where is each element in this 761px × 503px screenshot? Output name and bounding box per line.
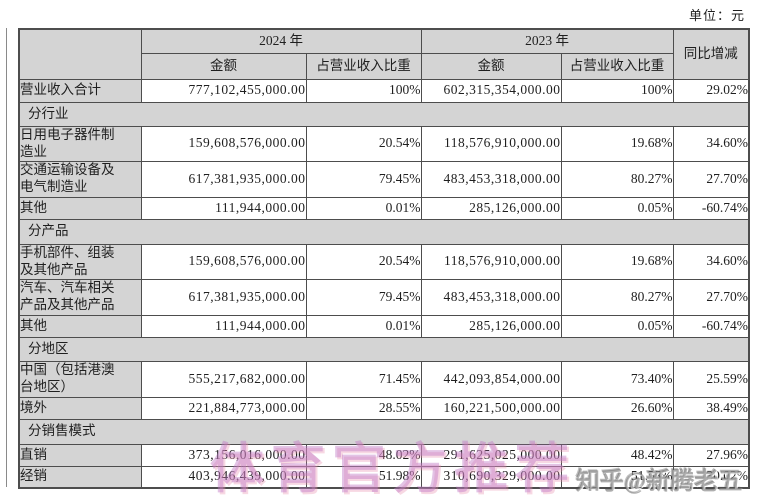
ratio-2024: 28.55%	[305, 396, 422, 420]
amount-2024: 403,946,439,000.00	[140, 465, 307, 489]
yoy-value: 38.49%	[672, 396, 750, 420]
table-row: 汽车、汽车相关 产品及其他产品 617,381,935,000.00 79.45…	[18, 278, 750, 316]
table-row: 其他 111,944,000.00 0.01% 285,126,000.00 0…	[18, 314, 750, 338]
section-label: 分地区	[18, 336, 750, 362]
amount-2023: 285,126,000.00	[420, 314, 562, 338]
row-label: 日用电子器件制 造业	[18, 125, 142, 162]
ratio-2023: 48.42%	[560, 443, 674, 467]
section-row: 分行业	[18, 101, 750, 127]
amount-2024: 159,608,576,000.00	[140, 125, 307, 162]
row-label: 境外	[18, 396, 142, 420]
ratio-2024: 79.45%	[305, 160, 422, 198]
header-amount-2024: 金额	[140, 52, 307, 80]
table-row: 其他 111,944,000.00 0.01% 285,126,000.00 0…	[18, 196, 750, 220]
ratio-2024: 0.01%	[305, 314, 422, 338]
yoy-value: 25.59%	[672, 360, 750, 398]
section-row: 分地区	[18, 336, 750, 362]
row-label: 交通运输设备及 电气制造业	[18, 160, 142, 198]
yoy-value: 27.96%	[672, 443, 750, 467]
header-ratio-2023: 占营业收入比重	[560, 52, 674, 80]
revenue-breakdown-table: 2024 年 2023 年 同比增减 金额 占营业收入比重 金额 占营业收入比重…	[18, 28, 750, 489]
yoy-value: 34.60%	[672, 125, 750, 162]
table-row: 手机部件、组装 及其他产品 159,608,576,000.00 20.54% …	[18, 243, 750, 280]
ratio-2024: 51.98%	[305, 465, 422, 489]
ratio-2023: 100%	[560, 78, 674, 103]
ratio-2023: 80.27%	[560, 278, 674, 316]
amount-2024: 555,217,682,000.00	[140, 360, 307, 398]
table-row: 营业收入合计 777,102,455,000.00 100% 602,315,3…	[18, 78, 750, 103]
row-label: 其他	[18, 314, 142, 338]
amount-2023: 483,453,318,000.00	[420, 278, 562, 316]
section-label: 分产品	[18, 218, 750, 245]
amount-2023: 160,221,500,000.00	[420, 396, 562, 420]
yoy-value: -60.74%	[672, 314, 750, 338]
section-label: 分行业	[18, 101, 750, 127]
row-label: 中国（包括港澳 台地区）	[18, 360, 142, 398]
ratio-2023: 0.05%	[560, 314, 674, 338]
ratio-2024: 48.02%	[305, 443, 422, 467]
yoy-value: 27.70%	[672, 278, 750, 316]
amount-2023: 285,126,000.00	[420, 196, 562, 220]
amount-2024: 373,156,016,000.00	[140, 443, 307, 467]
ratio-2023: 80.27%	[560, 160, 674, 198]
left-crop-line	[6, 28, 7, 487]
section-label: 分销售模式	[18, 418, 750, 445]
ratio-2024: 71.45%	[305, 360, 422, 398]
table-row: 境外 221,884,773,000.00 28.55% 160,221,500…	[18, 396, 750, 420]
header-yoy: 同比增减	[672, 28, 750, 80]
ratio-2023: 73.40%	[560, 360, 674, 398]
row-label: 手机部件、组装 及其他产品	[18, 243, 142, 280]
header-empty-cell	[18, 28, 142, 80]
header-year-2024: 2024 年	[140, 28, 422, 54]
yoy-value: -60.74%	[672, 196, 750, 220]
amount-2023: 118,576,910,000.00	[420, 125, 562, 162]
row-label: 汽车、汽车相关 产品及其他产品	[18, 278, 142, 316]
section-row: 分产品	[18, 218, 750, 245]
yoy-value: 30.02%	[672, 465, 750, 489]
header-ratio-2024: 占营业收入比重	[305, 52, 422, 80]
amount-2023: 310,690,329,000.00	[420, 465, 562, 489]
ratio-2023: 19.68%	[560, 125, 674, 162]
amount-2024: 617,381,935,000.00	[140, 278, 307, 316]
amount-2023: 602,315,354,000.00	[420, 78, 562, 103]
table-row: 交通运输设备及 电气制造业 617,381,935,000.00 79.45% …	[18, 160, 750, 198]
yoy-value: 29.02%	[672, 78, 750, 103]
ratio-2024: 20.54%	[305, 243, 422, 280]
row-label: 直销	[18, 443, 142, 467]
section-row: 分销售模式	[18, 418, 750, 445]
row-label: 营业收入合计	[18, 78, 142, 103]
ratio-2024: 20.54%	[305, 125, 422, 162]
ratio-2024: 79.45%	[305, 278, 422, 316]
amount-2024: 111,944,000.00	[140, 196, 307, 220]
table-row: 直销 373,156,016,000.00 48.02% 291,625,025…	[18, 443, 750, 467]
amount-2024: 111,944,000.00	[140, 314, 307, 338]
yoy-value: 34.60%	[672, 243, 750, 280]
row-label: 其他	[18, 196, 142, 220]
amount-2024: 617,381,935,000.00	[140, 160, 307, 198]
amount-2023: 291,625,025,000.00	[420, 443, 562, 467]
yoy-value: 27.70%	[672, 160, 750, 198]
ratio-2024: 0.01%	[305, 196, 422, 220]
amount-2023: 118,576,910,000.00	[420, 243, 562, 280]
amount-2023: 483,453,318,000.00	[420, 160, 562, 198]
ratio-2023: 19.68%	[560, 243, 674, 280]
header-amount-2023: 金额	[420, 52, 562, 80]
amount-2024: 777,102,455,000.00	[140, 78, 307, 103]
table-row: 经销 403,946,439,000.00 51.98% 310,690,329…	[18, 465, 750, 489]
amount-2023: 442,093,854,000.00	[420, 360, 562, 398]
table-row: 日用电子器件制 造业 159,608,576,000.00 20.54% 118…	[18, 125, 750, 162]
ratio-2023: 26.60%	[560, 396, 674, 420]
ratio-2023: 51.58%	[560, 465, 674, 489]
table-row: 中国（包括港澳 台地区） 555,217,682,000.00 71.45% 4…	[18, 360, 750, 398]
unit-label: 单位：元	[688, 8, 745, 23]
row-label: 经销	[18, 465, 142, 489]
ratio-2023: 0.05%	[560, 196, 674, 220]
amount-2024: 221,884,773,000.00	[140, 396, 307, 420]
ratio-2024: 100%	[305, 78, 422, 103]
amount-2024: 159,608,576,000.00	[140, 243, 307, 280]
header-year-2023: 2023 年	[420, 28, 674, 54]
